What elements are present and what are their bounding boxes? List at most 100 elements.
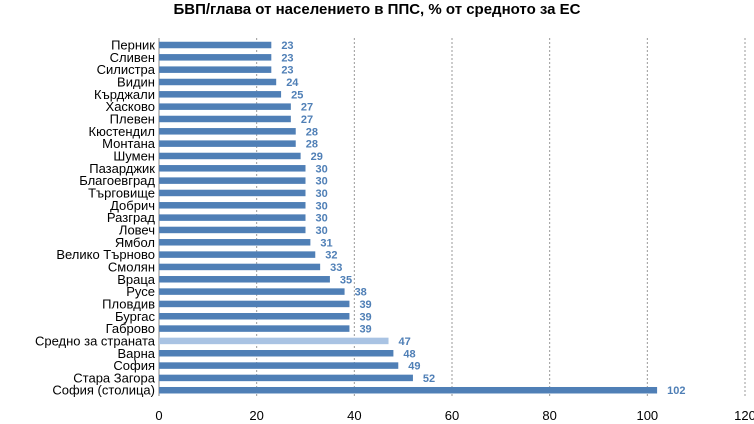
bar <box>159 165 306 172</box>
bar <box>159 300 350 308</box>
x-tick-label: 0 <box>155 408 162 423</box>
data-label: 30 <box>316 188 328 200</box>
category-label: Плевен <box>110 111 155 126</box>
bar <box>159 325 350 332</box>
category-label: Ямбол <box>115 235 155 250</box>
bars <box>159 41 658 394</box>
data-label: 30 <box>316 176 328 188</box>
category-label: Хасково <box>106 99 155 114</box>
bar <box>159 140 296 147</box>
data-label: 47 <box>399 336 411 348</box>
data-label: 38 <box>355 287 367 299</box>
data-label: 28 <box>306 126 318 138</box>
category-label: Враца <box>117 272 156 287</box>
data-label: 31 <box>320 237 332 249</box>
data-label: 35 <box>340 274 352 286</box>
data-label: 33 <box>330 262 342 274</box>
value-labels: 2323232425272728282930303030303031323335… <box>281 40 685 397</box>
category-labels: ПерникСливенСилистраВидинКърджалиХасково… <box>35 38 156 398</box>
bar <box>159 251 316 258</box>
data-label: 25 <box>291 89 303 101</box>
category-label: Благоевград <box>79 173 155 188</box>
category-label: Търговище <box>88 185 155 200</box>
data-label: 30 <box>316 225 328 237</box>
bar <box>159 226 306 234</box>
category-label: Разград <box>107 210 155 225</box>
data-label: 39 <box>359 311 371 323</box>
category-label: Русе <box>126 284 155 299</box>
bar <box>159 202 306 209</box>
data-label: 39 <box>359 324 371 336</box>
category-label: Шумен <box>113 148 155 163</box>
data-label: 52 <box>423 373 435 385</box>
data-label: 27 <box>301 114 313 126</box>
bar <box>159 91 282 98</box>
category-label: Велико Търново <box>56 247 155 262</box>
bar <box>159 214 306 221</box>
bar <box>159 54 272 61</box>
category-label: Варна <box>117 346 155 361</box>
category-label: Силистра <box>97 62 156 77</box>
data-label: 39 <box>359 299 371 311</box>
data-label: 23 <box>281 65 293 77</box>
x-tick-label: 100 <box>636 408 658 423</box>
data-label: 23 <box>281 40 293 52</box>
x-tick-label: 60 <box>445 408 459 423</box>
data-label: 27 <box>301 102 313 114</box>
bar <box>159 288 345 295</box>
bar <box>159 189 306 197</box>
bar <box>159 115 291 123</box>
category-label: Средно за страната <box>35 333 156 348</box>
x-tick-label: 120 <box>734 408 754 423</box>
category-label: Габрово <box>106 321 155 336</box>
bar <box>159 337 389 345</box>
bar <box>159 313 350 320</box>
data-label: 30 <box>316 213 328 225</box>
bar <box>159 374 413 382</box>
data-label: 102 <box>667 385 685 397</box>
x-tick-label: 80 <box>542 408 556 423</box>
category-label: София <box>113 358 155 373</box>
bar <box>159 152 301 160</box>
bar <box>159 103 291 110</box>
category-label: Сливен <box>110 50 155 65</box>
data-label: 30 <box>316 163 328 175</box>
category-label: Кърджали <box>94 87 155 102</box>
x-tick-label: 20 <box>249 408 263 423</box>
bar <box>159 41 272 49</box>
data-label: 29 <box>311 151 323 163</box>
bar <box>159 386 658 394</box>
bar <box>159 78 277 86</box>
bar <box>159 177 306 184</box>
category-label: Смолян <box>108 259 155 274</box>
bar <box>159 263 321 271</box>
bar <box>159 350 394 357</box>
data-label: 28 <box>306 139 318 151</box>
category-label: Добрич <box>110 198 155 213</box>
bar <box>159 362 399 369</box>
category-label: Перник <box>111 38 155 53</box>
chart-title: БВП/глава от населението в ППС, % от сре… <box>173 1 580 18</box>
data-label: 30 <box>316 200 328 212</box>
category-label: София (столица) <box>52 383 155 398</box>
data-label: 48 <box>403 348 415 360</box>
category-label: Пазарджик <box>89 161 155 176</box>
x-tick-label: 40 <box>347 408 361 423</box>
category-label: Ловеч <box>119 222 155 237</box>
bar <box>159 239 311 246</box>
data-label: 32 <box>325 250 337 262</box>
bar <box>159 276 330 283</box>
category-label: Стара Загора <box>73 370 155 385</box>
bar <box>159 66 272 73</box>
category-label: Пловдив <box>102 296 155 311</box>
data-label: 24 <box>286 77 299 89</box>
data-label: 49 <box>408 361 420 373</box>
x-axis-ticks: 0 20 40 60 80 100 120 <box>155 408 754 423</box>
category-label: Кюстендил <box>89 124 155 139</box>
category-label: Монтана <box>102 136 156 151</box>
bar <box>159 128 296 135</box>
data-label: 23 <box>281 52 293 64</box>
category-label: Бургас <box>115 309 156 324</box>
category-label: Видин <box>117 74 155 89</box>
